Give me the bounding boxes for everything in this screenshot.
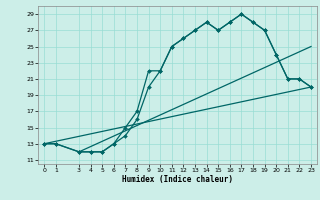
X-axis label: Humidex (Indice chaleur): Humidex (Indice chaleur) [122, 175, 233, 184]
